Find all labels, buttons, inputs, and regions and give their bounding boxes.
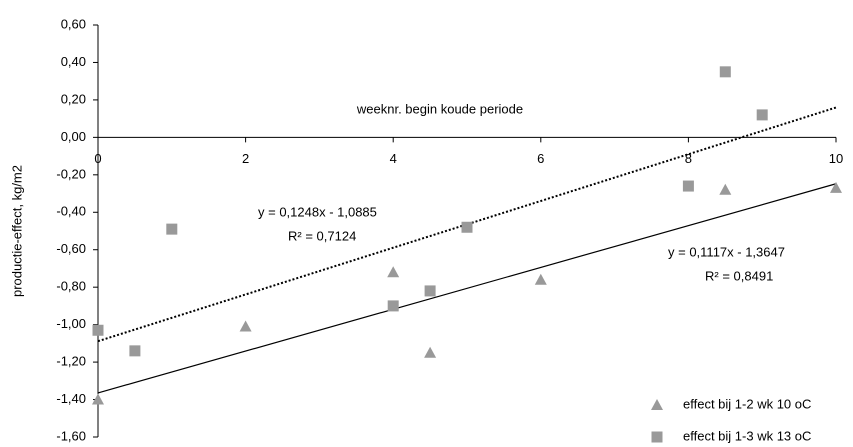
x-axis-title: weeknr. begin koude periode: [356, 101, 523, 116]
trendline: [97, 106, 837, 343]
data-point: [719, 66, 731, 78]
y-tick-label: -0,80: [56, 279, 86, 294]
legend-marker: [651, 399, 663, 410]
legend-label: effect bij 1-3 wk 13 oC: [683, 428, 811, 443]
data-point: [92, 324, 104, 336]
data-point: [387, 266, 400, 278]
x-tick-label: 0: [94, 151, 101, 166]
data-point: [166, 223, 178, 235]
data-point: [534, 273, 547, 285]
data-point: [461, 221, 473, 233]
data-point: [92, 393, 104, 405]
x-tick-label: 10: [829, 151, 843, 166]
data-point: [424, 346, 437, 358]
trendline-r-squared: R² = 0,7124: [288, 228, 356, 243]
y-tick-label: -0,40: [56, 204, 86, 219]
y-tick-label: 0,20: [61, 91, 86, 106]
trendline: [97, 183, 837, 394]
y-tick-label: 0,00: [61, 129, 86, 144]
trendline-equation: y = 0,1248x - 1,0885: [258, 204, 377, 219]
x-tick-label: 4: [390, 151, 397, 166]
x-tick-label: 6: [537, 151, 544, 166]
y-tick-label: -0,60: [56, 241, 86, 256]
x-tick-label: 8: [685, 151, 692, 166]
y-tick-label: -1,20: [56, 354, 86, 369]
y-tick-label: -0,20: [56, 166, 86, 181]
x-tick-label: 2: [242, 151, 249, 166]
data-point: [424, 285, 436, 297]
trendline-r-squared: R² = 0,8491: [705, 268, 773, 283]
legend-label: effect bij 1-2 wk 10 oC: [683, 396, 811, 411]
data-point: [719, 183, 732, 195]
y-tick-label: -1,60: [56, 428, 86, 443]
y-tick-label: 0,40: [61, 54, 86, 69]
y-axis-title: productie-effect, kg/m2: [9, 165, 24, 297]
y-tick-label: 0,60: [61, 16, 86, 31]
data-point: [830, 181, 842, 193]
data-point: [129, 345, 141, 357]
data-point: [682, 180, 694, 192]
y-tick-label: -1,00: [56, 316, 86, 331]
data-point: [239, 320, 252, 332]
y-tick-label: -1,40: [56, 391, 86, 406]
data-point: [387, 300, 399, 312]
legend-marker: [651, 431, 663, 443]
trendline-equation: y = 0,1117x - 1,3647: [668, 244, 785, 259]
data-point: [756, 109, 768, 121]
